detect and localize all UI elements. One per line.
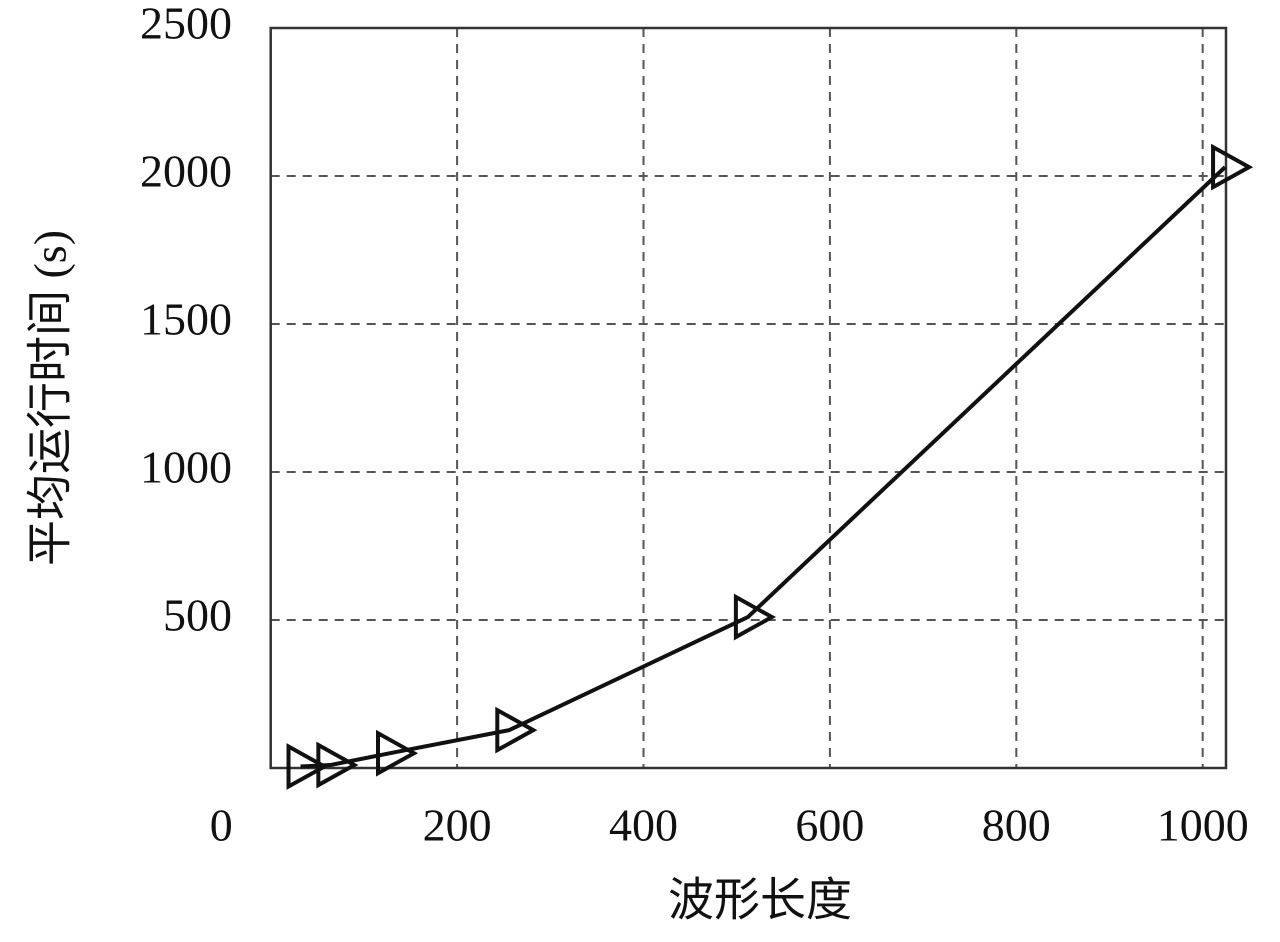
marker bbox=[495, 706, 538, 754]
marker bbox=[286, 743, 329, 790]
x-tick-label: 600 bbox=[795, 800, 864, 851]
series-line bbox=[300, 165, 1227, 769]
y-axis-label: 平均运行时间 (s) bbox=[25, 230, 76, 566]
y-tick-label: 2000 bbox=[140, 146, 232, 197]
y-tick-label: 1000 bbox=[140, 442, 232, 493]
plot-frame bbox=[269, 26, 1228, 770]
x-tick-label: 0 bbox=[210, 800, 233, 851]
y-tick-label: 1500 bbox=[140, 294, 232, 345]
x-tick-label: 800 bbox=[982, 800, 1051, 851]
x-tick-label: 200 bbox=[423, 800, 492, 851]
marker bbox=[733, 593, 777, 641]
marker bbox=[316, 741, 359, 789]
x-axis-label: 波形长度 bbox=[668, 875, 852, 926]
y-tick-label: 2500 bbox=[140, 0, 232, 49]
marker bbox=[375, 729, 419, 777]
marker bbox=[1211, 143, 1254, 191]
y-tick-label: 500 bbox=[163, 590, 232, 641]
x-tick-label: 1000 bbox=[1157, 800, 1249, 851]
x-tick-label: 400 bbox=[609, 800, 678, 851]
